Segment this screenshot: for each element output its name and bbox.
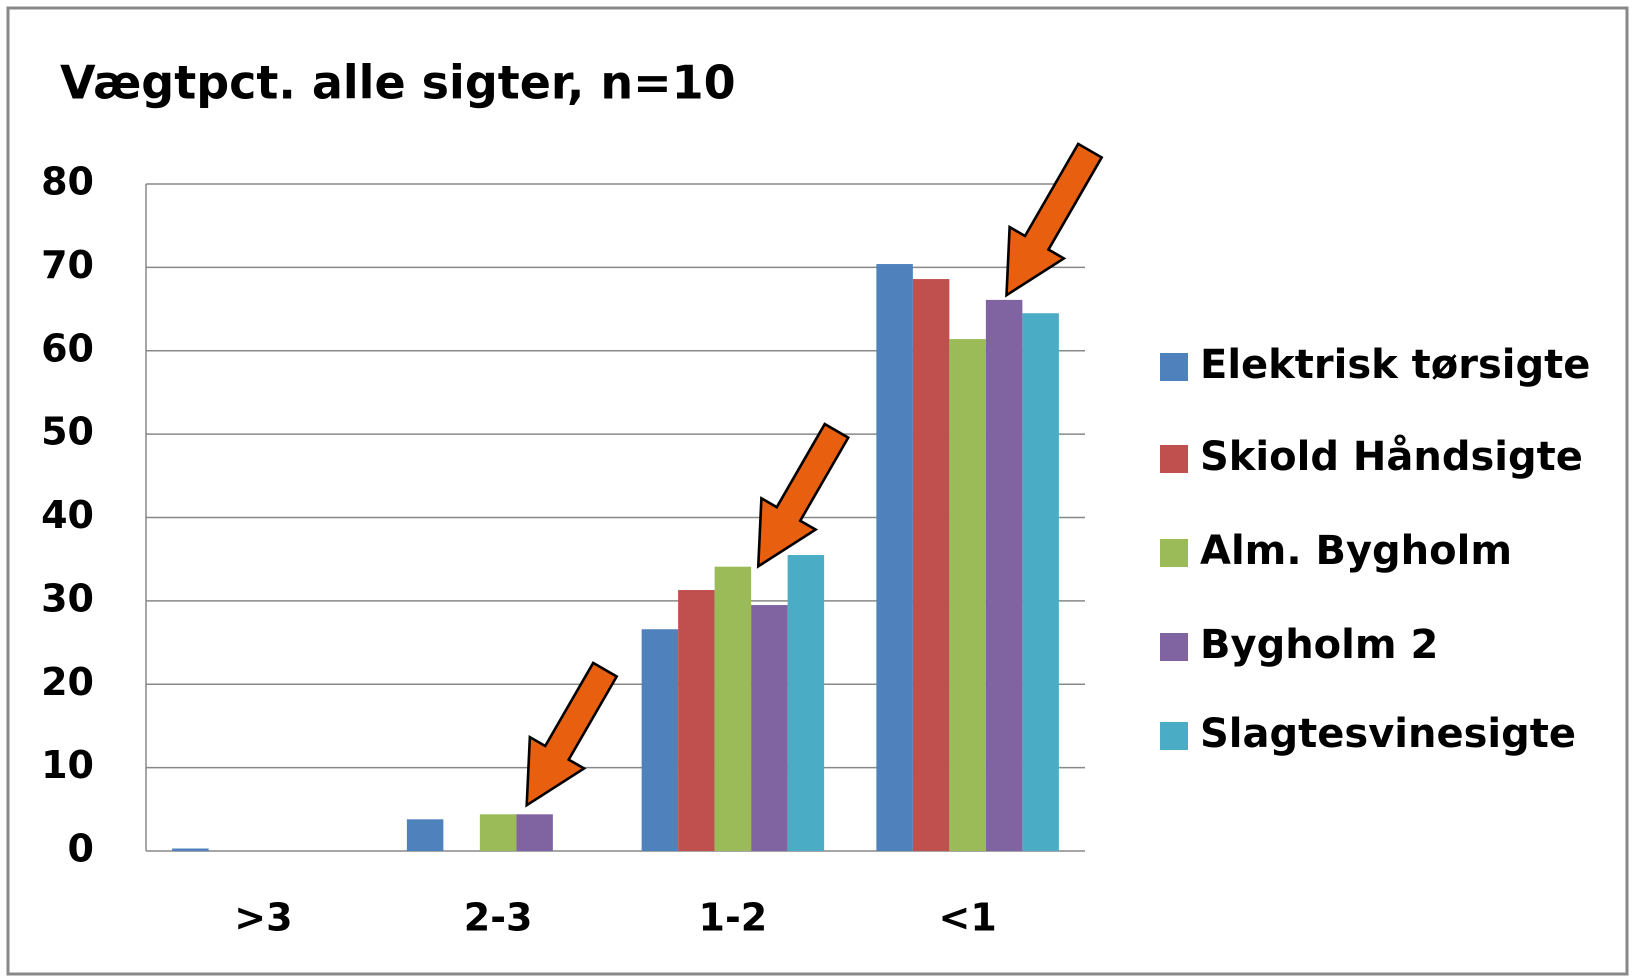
y-tick-label: 0 [68,827,94,871]
chart-title: Vægtpct. alle sigter, n=10 [60,56,736,110]
x-tick-label: 1-2 [699,896,768,940]
legend-swatch [1160,633,1188,661]
x-tick-label: 2-3 [464,896,533,940]
y-tick-label: 80 [41,160,94,204]
bar [912,279,950,851]
bar [714,566,752,851]
y-tick-label: 40 [41,493,94,537]
legend-swatch [1160,445,1188,473]
x-tick-label: <1 [938,896,996,940]
bar [641,629,679,851]
bar [985,299,1023,851]
bar [516,814,553,851]
legend-label: Skiold Håndsigte [1200,433,1583,480]
bar [678,590,715,851]
y-tick-label: 50 [41,410,94,454]
legend-swatch [1160,539,1188,567]
arrow [525,661,619,808]
legend-label: Alm. Bygholm [1200,528,1512,574]
y-tick-label: 10 [41,743,94,787]
y-tick-label: 20 [41,660,94,704]
bar [406,819,444,851]
legend-label: Elektrisk tørsigte [1200,342,1590,388]
arrow [1005,142,1104,298]
bar [172,848,209,851]
bar [876,264,913,851]
legend-swatch [1160,722,1188,750]
arrow [756,422,851,569]
bar [1022,313,1059,851]
x-tick-label: >3 [234,896,292,940]
legend-swatch [1160,353,1188,381]
y-tick-label: 70 [41,243,94,287]
bar [751,605,788,851]
bar [479,814,517,851]
bar [787,555,825,851]
legend-label: Bygholm 2 [1200,622,1438,668]
arrows [525,142,1104,808]
bar [949,339,986,851]
y-tick-label: 60 [41,326,94,370]
legend-label: Slagtesvinesigte [1200,711,1576,757]
y-tick-label: 30 [41,576,94,620]
